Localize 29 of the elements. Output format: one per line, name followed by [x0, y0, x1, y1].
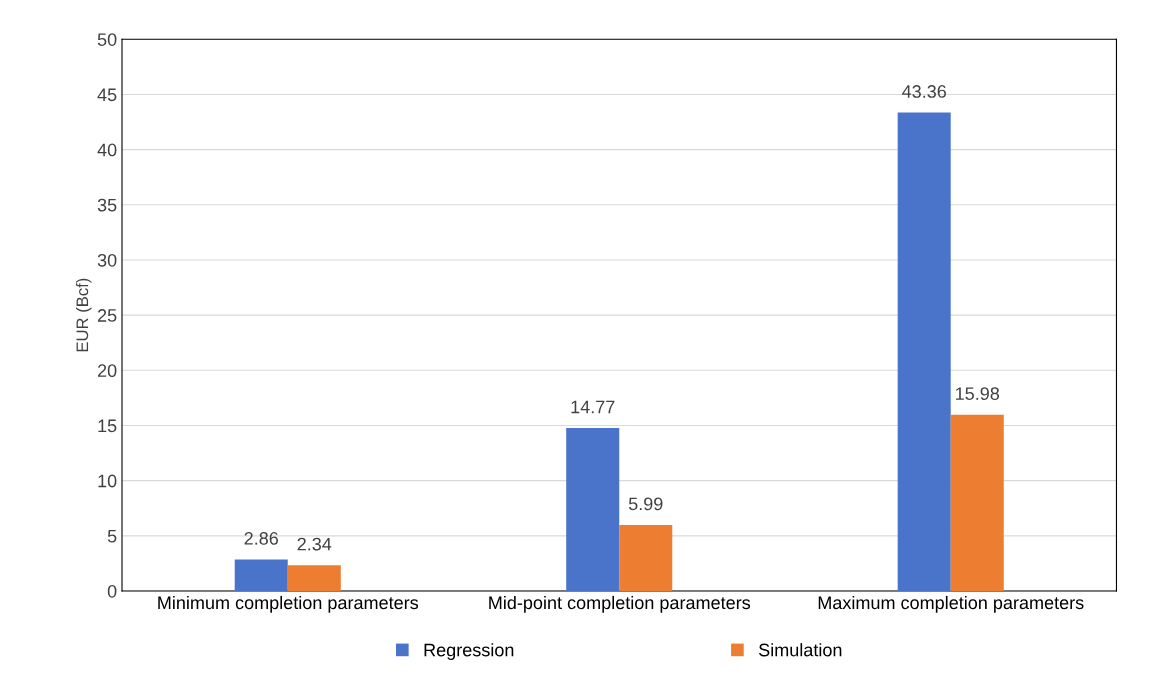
y-tick-label: 25 [97, 309, 117, 322]
y-tick-label: 15 [98, 419, 117, 433]
bar [287, 565, 341, 592]
y-tick-label: 50 [97, 33, 117, 46]
data-label: 5.99 [628, 497, 663, 511]
y-tick-label: 0 [107, 584, 117, 598]
legend-label: Simulation [758, 643, 842, 657]
x-tick-label: Minimum completion parameters [158, 595, 419, 613]
data-label: 14.77 [571, 400, 615, 414]
bar [234, 559, 288, 592]
bar [566, 428, 620, 592]
data-label: 43.36 [902, 85, 947, 98]
data-label: 2.34 [297, 537, 332, 551]
x-tick-label: Mid-point completion parameters [489, 595, 751, 613]
bar [950, 414, 1004, 592]
y-tick-label: 5 [107, 529, 117, 543]
legend-label: Regression [424, 643, 514, 660]
data-label: 15.98 [956, 387, 1000, 400]
y-tick-label: 40 [97, 143, 117, 157]
data-label: 2.86 [244, 532, 279, 545]
y-tick-label: 35 [97, 198, 117, 212]
bar [897, 112, 951, 592]
y-tick-label: 30 [97, 253, 117, 267]
bar [619, 524, 673, 592]
x-tick-label: Maximum completion parameters [818, 595, 1084, 613]
y-tick-label: 45 [97, 88, 117, 102]
y-tick-label: 10 [98, 474, 117, 488]
y-tick-label: 20 [97, 364, 117, 378]
y-axis-title: EUR (Bcf) [75, 278, 92, 352]
